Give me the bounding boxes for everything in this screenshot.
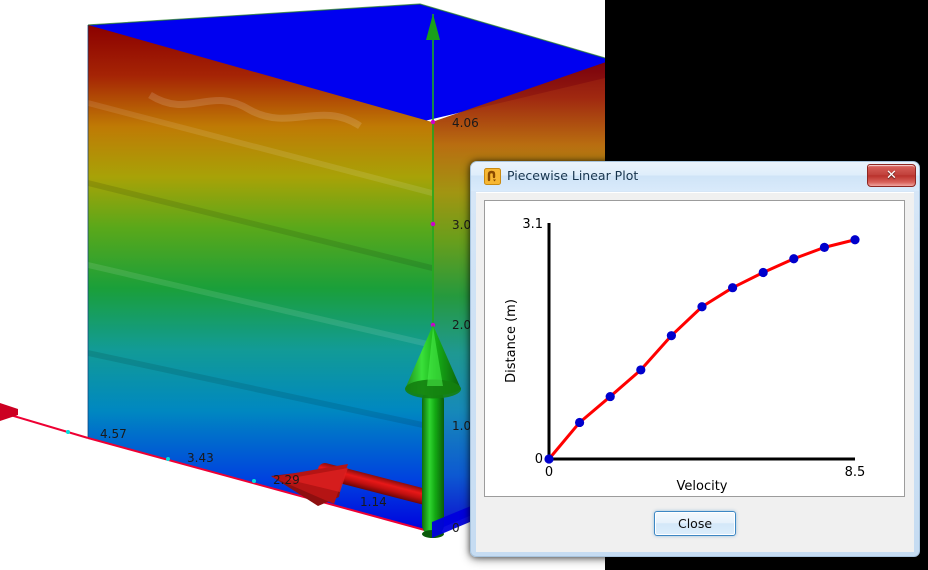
scene-graphics — [0, 3, 605, 538]
vertical-arrow-cone-highlight — [427, 327, 443, 386]
chart-data-point[interactable] — [697, 302, 707, 312]
piecewise-linear-chart[interactable]: 3.1 0 0 8.5 Velocity Distance (m) — [485, 201, 904, 496]
chart-data-point[interactable] — [544, 454, 554, 464]
vertical-arrow-shaft — [422, 390, 444, 535]
dialog-client-area: 3.1 0 0 8.5 Velocity Distance (m) Close — [476, 192, 914, 552]
depth-arrow-highlight — [286, 468, 348, 492]
window-title: Piecewise Linear Plot — [507, 168, 639, 183]
chart-data-point[interactable] — [666, 331, 676, 341]
piecewise-linear-plot-window[interactable]: Piecewise Linear Plot ✕ 3.1 0 0 8.5 Velo… — [470, 161, 920, 557]
chart-data-point[interactable] — [789, 254, 799, 264]
depth-axis-arrow-far — [0, 403, 18, 421]
vertical-arrow-3d — [405, 325, 461, 538]
vertical-arrow-cone-base — [405, 379, 461, 399]
chart-data-point[interactable] — [850, 235, 860, 245]
box-edge-top — [87, 3, 605, 59]
chart-data-point[interactable] — [758, 267, 768, 278]
chart-ylabel: Distance (m) — [504, 299, 519, 383]
box-edge-bottom-front — [87, 437, 433, 533]
chart-series-markers[interactable] — [544, 235, 860, 464]
close-icon: ✕ — [886, 168, 897, 183]
chart-xtick-max: 8.5 — [845, 465, 866, 480]
chart-xlabel: Velocity — [677, 479, 728, 494]
depth-tick-2 — [252, 479, 256, 483]
vertical-tick-3 — [430, 221, 436, 227]
chart-series-line — [547, 238, 857, 461]
depth-axis-line — [0, 411, 89, 439]
chart-xtick-min: 0 — [545, 465, 553, 480]
surface-ripple — [148, 91, 362, 129]
viewport-3d[interactable]: 4.06 3.05 2.03 1.02 0 4.57 3.43 2.29 1.1… — [0, 0, 605, 570]
depth-tick-4 — [66, 430, 70, 434]
close-icon-button[interactable]: ✕ — [867, 164, 916, 187]
depth-arrow-3d — [271, 463, 433, 506]
chart-data-point[interactable] — [728, 283, 738, 293]
chart-ytick-min: 0 — [535, 452, 543, 467]
contour-bands — [88, 100, 432, 430]
chart-data-point[interactable] — [575, 417, 585, 428]
depth-tick-3 — [166, 457, 170, 461]
box-front-face — [88, 25, 432, 532]
plot-panel[interactable]: 3.1 0 0 8.5 Velocity Distance (m) — [484, 200, 905, 497]
vertical-tick-4 — [430, 119, 436, 125]
vertical-axis-arrow-top — [426, 14, 440, 40]
window-titlebar[interactable]: Piecewise Linear Plot ✕ — [471, 162, 919, 191]
chart-data-point[interactable] — [636, 365, 646, 375]
chart-data-point[interactable] — [819, 242, 829, 252]
application-icon — [484, 168, 501, 185]
chart-data-point[interactable] — [605, 391, 615, 402]
dialog-button-row: Close — [476, 504, 914, 552]
chart-ytick-max: 3.1 — [522, 217, 543, 232]
close-button[interactable]: Close — [654, 511, 736, 536]
